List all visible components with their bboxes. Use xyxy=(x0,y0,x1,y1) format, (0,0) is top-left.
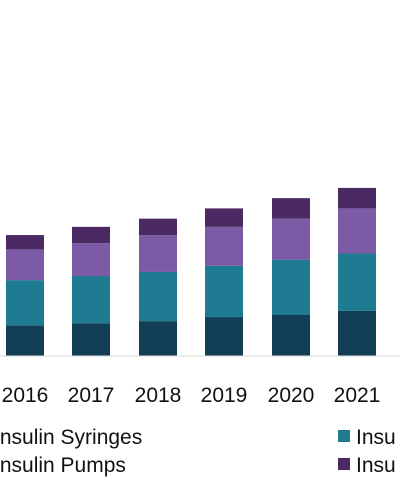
bar-2019-series-1 xyxy=(205,265,243,318)
x-tick-label: 2020 xyxy=(268,384,315,407)
bar-2019-series-0 xyxy=(205,317,243,356)
bar-2018-series-3 xyxy=(139,218,177,236)
bar-2020-series-2 xyxy=(272,218,310,260)
x-tick-label: 2016 xyxy=(2,384,49,407)
x-tick-label: 2017 xyxy=(68,384,115,407)
bar-2021-series-3 xyxy=(338,187,376,209)
legend-swatch xyxy=(338,430,350,442)
bar-2016-series-0 xyxy=(6,325,44,356)
bar-2020-series-0 xyxy=(272,315,310,356)
bar-2016-series-2 xyxy=(6,249,44,281)
legend-label: Insu xyxy=(356,426,396,449)
bar-2017-series-2 xyxy=(72,243,110,277)
x-tick-label: 2019 xyxy=(201,384,248,407)
legend-label: Insulin Syringes xyxy=(0,426,142,449)
bar-2017-series-0 xyxy=(72,323,110,356)
bar-2021-series-2 xyxy=(338,208,376,254)
bar-2020-series-3 xyxy=(272,198,310,219)
x-tick-label: 2018 xyxy=(135,384,182,407)
legend-swatch xyxy=(338,458,350,470)
legend-label: Insulin Pumps xyxy=(0,454,126,477)
bar-2016-series-1 xyxy=(6,280,44,326)
bar-2019-series-3 xyxy=(205,208,243,227)
bar-2019-series-2 xyxy=(205,226,243,266)
bar-2018-series-1 xyxy=(139,271,177,322)
legend: Insulin Syringes Insu Insulin Pumps Insu xyxy=(0,426,396,477)
bar-2016-series-3 xyxy=(6,235,44,250)
bar-2021-series-0 xyxy=(338,310,376,356)
bar-2018-series-2 xyxy=(139,235,177,272)
bar-2021-series-1 xyxy=(338,253,376,311)
x-tick-labels: 2016 2017 2018 2019 2020 2021 xyxy=(2,384,381,407)
bar-2017-series-1 xyxy=(72,276,110,324)
bar-2018-series-0 xyxy=(139,321,177,356)
bar-2020-series-1 xyxy=(272,259,310,315)
bar-2017-series-3 xyxy=(72,226,110,244)
bar-layer xyxy=(6,187,376,356)
x-tick-label: 2021 xyxy=(334,384,381,407)
legend-label: Insu xyxy=(356,454,396,477)
